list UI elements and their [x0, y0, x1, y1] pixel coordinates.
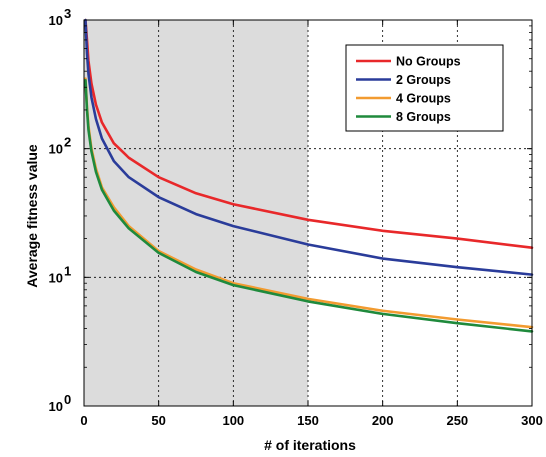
series-line-2 [84, 18, 534, 276]
x-tick-label: 200 [372, 413, 394, 428]
y-tick-exponent: 3 [64, 6, 71, 21]
y-tick-exponent: 2 [64, 135, 71, 150]
y-tick-exponent: 1 [64, 263, 71, 278]
y-axis-label: Average fitness value [24, 144, 40, 288]
legend-label-1: No Groups [396, 55, 461, 69]
legend-label-3: 4 Groups [396, 92, 451, 106]
x-axis-label: # of iterations [264, 437, 356, 453]
y-tick-label: 10 [49, 270, 63, 285]
x-tick-label: 150 [297, 413, 319, 428]
legend: No Groups 2 Groups 4 Groups 8 Groups [345, 44, 504, 132]
x-tick-label: 250 [446, 413, 468, 428]
y-tick-label: 10 [49, 399, 63, 414]
legend-label-2: 2 Groups [396, 73, 451, 87]
x-tick-label: 300 [521, 413, 543, 428]
x-tick-label: 50 [151, 413, 165, 428]
series-line-4 [84, 78, 534, 333]
y-tick-label: 10 [49, 13, 63, 28]
legend-label-4: 8 Groups [396, 110, 451, 124]
series-line-1 [84, 18, 534, 249]
y-tick-label: 10 [49, 142, 63, 157]
y-tick-exponent: 0 [64, 392, 71, 407]
x-tick-label: 0 [80, 413, 87, 428]
x-tick-label: 100 [222, 413, 244, 428]
